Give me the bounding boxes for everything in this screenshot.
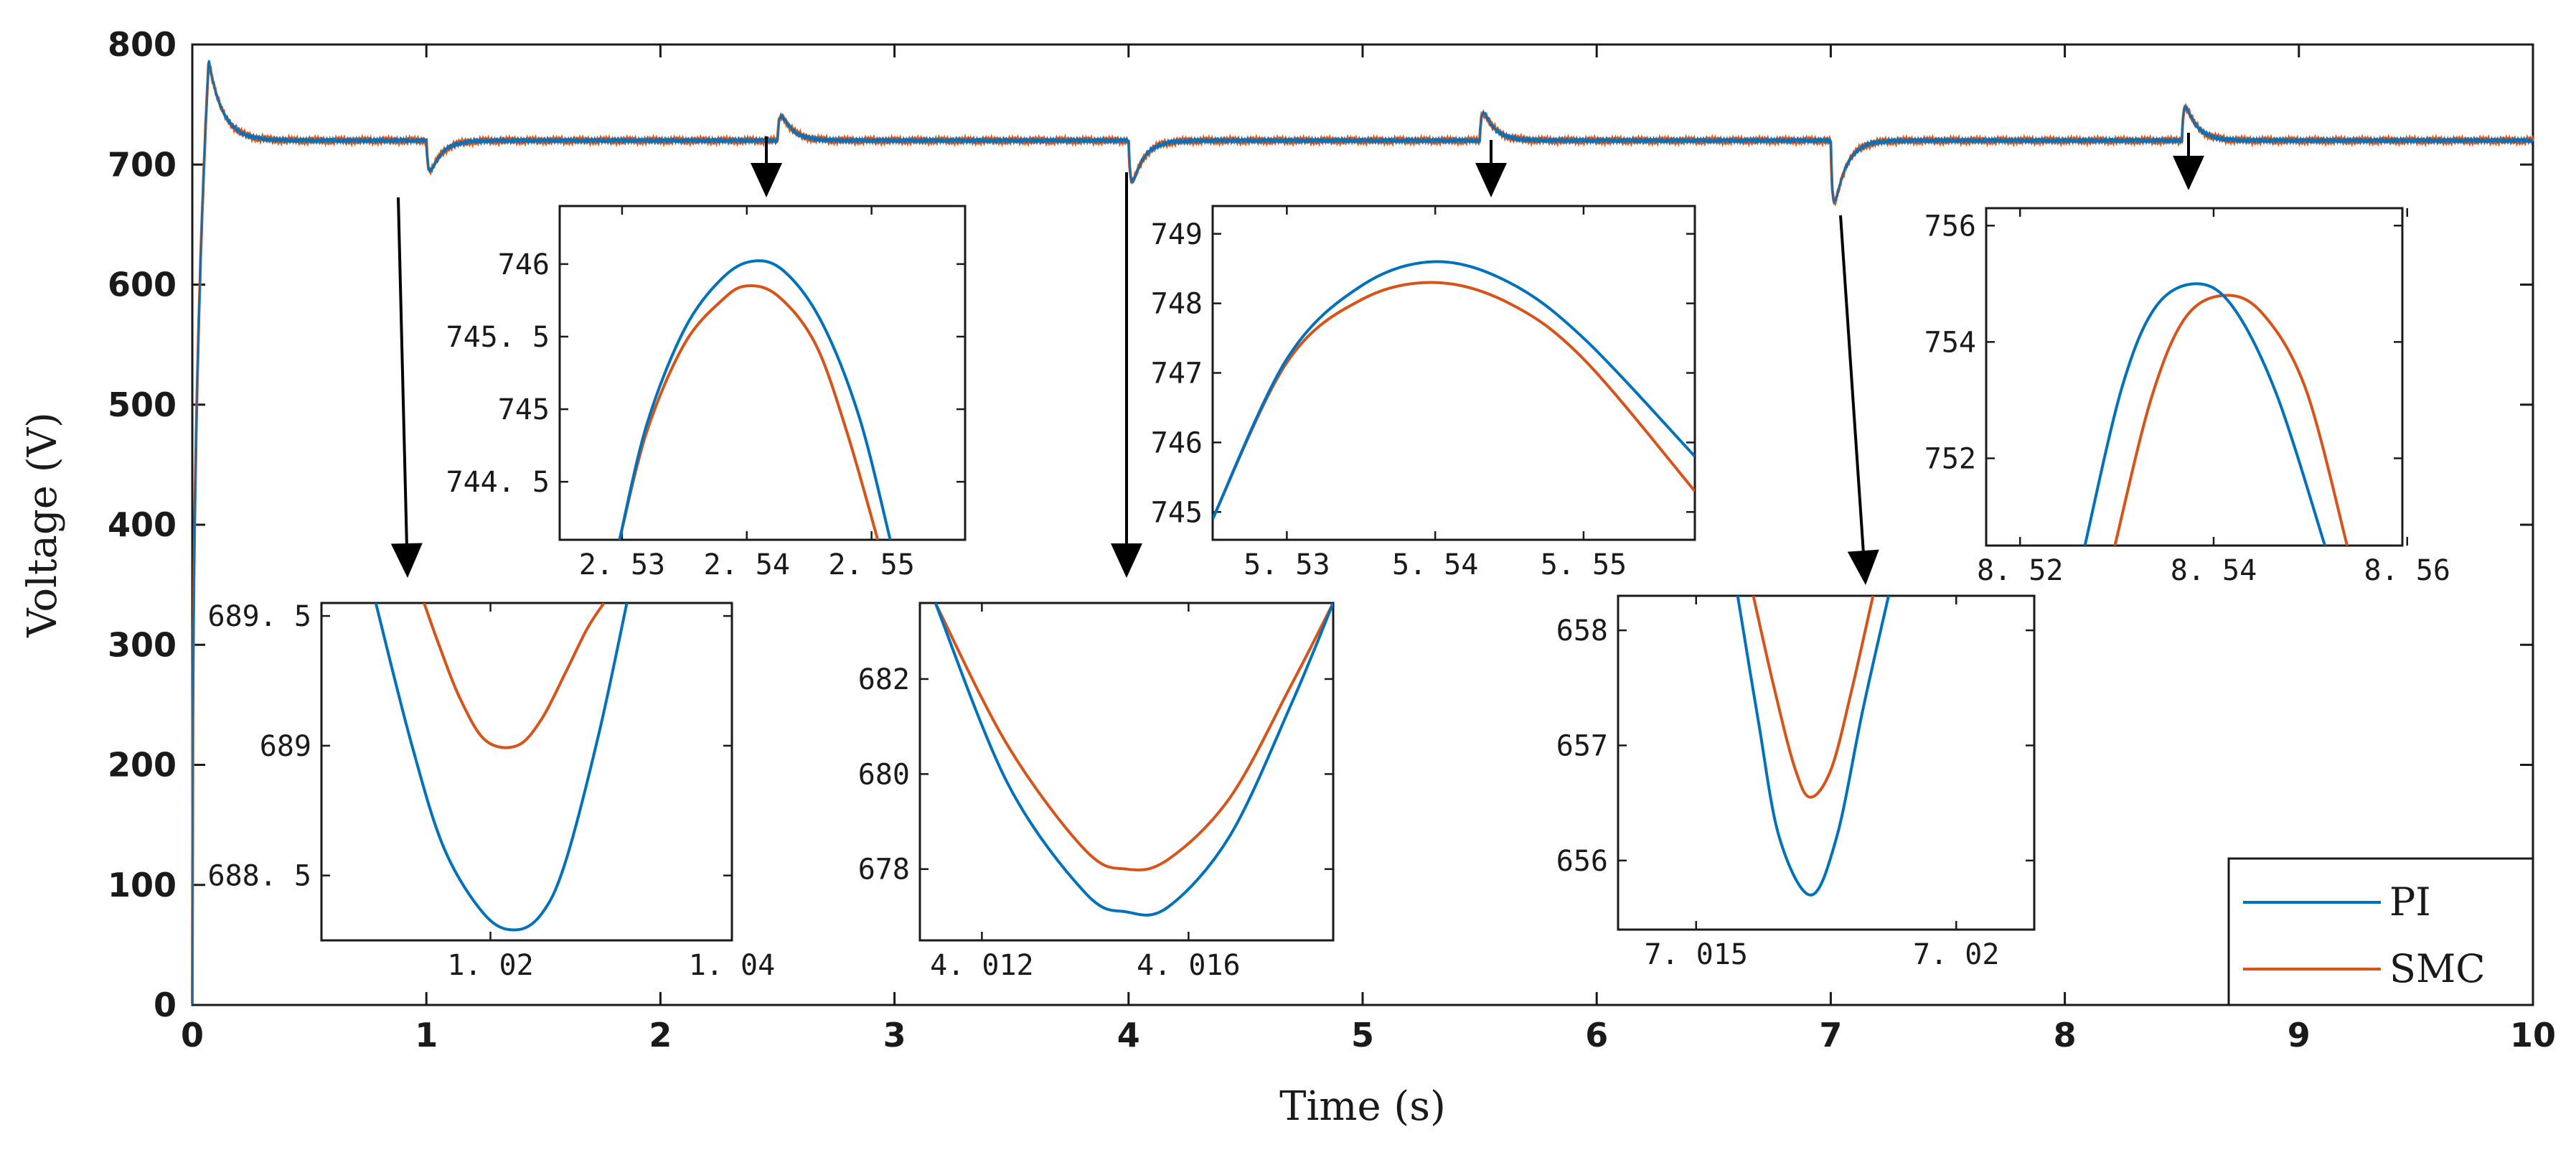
x-tick-label: 1	[415, 1016, 438, 1055]
y-tick-label: 800	[108, 25, 177, 64]
inset-frame	[320, 602, 733, 942]
x-tick-label: 3	[883, 1016, 906, 1055]
x-tick-label: 9	[2288, 1016, 2311, 1055]
inset-series-pi	[934, 603, 1333, 917]
inset-series-smc	[618, 284, 880, 540]
zoom-arrow-head	[1475, 163, 1507, 197]
legend-label-pi: PI	[2389, 879, 2431, 925]
inset-series-smc	[423, 603, 606, 749]
inset-zoom-7s: 7. 015 7. 02 656 657 658	[1556, 594, 2036, 971]
inset-zoom-5.5s: 5. 53 5. 54 5. 55 745 746 747 748 749	[1151, 205, 1696, 581]
inset-y-tick-label: 745	[1151, 496, 1203, 529]
zoom-arrow-shaft	[1839, 215, 1865, 551]
zoom-arrow-head	[2173, 156, 2204, 190]
inset-series-smc	[1752, 596, 1875, 799]
inset-x-tick-label: 2. 53	[579, 548, 665, 581]
zoom-arrow-shaft	[397, 197, 408, 544]
inset-x-tick-label: 4. 012	[930, 949, 1034, 982]
inset-series-smc	[934, 603, 1333, 871]
inset-x-tick-label: 1. 04	[689, 949, 775, 982]
inset-y-tick-label: 689. 5	[208, 600, 312, 633]
inset-y-tick-label: 689	[260, 730, 311, 763]
inset-y-tick-label: 754	[1924, 326, 1976, 359]
x-tick-label: 6	[1585, 1016, 1608, 1055]
inset-x-tick-label: 2. 54	[704, 548, 790, 581]
inset-y-tick-label: 749	[1151, 218, 1203, 251]
y-tick-label: 200	[108, 746, 177, 785]
inset-x-tick-label: 8. 52	[1977, 554, 2063, 587]
inset-y-tick-label: 752	[1924, 442, 1976, 475]
inset-series-pi	[2083, 282, 2327, 546]
inset-y-tick-label: 746	[1151, 426, 1203, 459]
inset-series-pi	[1736, 596, 1890, 897]
inset-y-tick-label: 748	[1151, 288, 1203, 321]
inset-series-pi	[374, 603, 629, 932]
inset-x-tick-label: 5. 53	[1244, 548, 1330, 581]
y-tick-label: 400	[108, 505, 177, 544]
inset-y-tick-label: 747	[1151, 357, 1203, 391]
y-tick-label: 300	[108, 625, 177, 664]
inset-frame	[1211, 205, 1696, 541]
zoom-arrow-head	[1847, 549, 1879, 585]
x-tick-label: 2	[649, 1016, 672, 1055]
inset-y-tick-label: 745	[498, 393, 550, 426]
zoom-insets: 1. 02 1. 04 688. 5 689 689. 5 2. 53 2. 54 2. 55…	[208, 205, 2450, 982]
inset-frame	[918, 602, 1335, 942]
y-tick-label: 600	[108, 266, 177, 304]
inset-x-tick-label: 7. 015	[1645, 938, 1749, 971]
inset-y-tick-label: 746	[498, 248, 550, 281]
y-tick-label: 100	[108, 866, 177, 904]
inset-y-tick-label: 744. 5	[446, 466, 550, 499]
main-series-pi	[191, 60, 2534, 1005]
inset-x-tick-label: 1. 02	[447, 949, 533, 982]
inset-x-tick-label: 7. 02	[1913, 938, 1999, 971]
inset-frame	[1617, 594, 2036, 931]
inset-zoom-1s: 1. 02 1. 04 688. 5 689 689. 5	[208, 600, 776, 982]
inset-y-tick-label: 658	[1556, 614, 1608, 647]
zoom-arrows	[390, 133, 2204, 585]
inset-series-pi	[618, 259, 892, 540]
inset-x-tick-label: 8. 56	[2364, 554, 2450, 587]
inset-y-tick-label: 657	[1556, 729, 1608, 762]
x-tick-label: 5	[1351, 1016, 1374, 1055]
inset-y-tick-label: 756	[1924, 210, 1976, 243]
y-tick-label: 500	[108, 385, 177, 424]
inset-zoom-2.5s: 2. 53 2. 54 2. 55 744. 5 745 745. 5 746	[446, 205, 967, 581]
inset-frame	[1985, 207, 2404, 547]
inset-y-tick-label: 688. 5	[208, 860, 312, 893]
inset-y-tick-label: 678	[858, 854, 910, 887]
inset-series-pi	[1213, 260, 1695, 520]
legend-box	[2227, 857, 2534, 1006]
zoom-arrow-head	[1111, 543, 1142, 578]
inset-y-tick-label: 656	[1556, 845, 1608, 878]
x-tick-label: 10	[2510, 1016, 2556, 1055]
zoom-arrow-head	[751, 163, 782, 197]
x-tick-label: 8	[2054, 1016, 2077, 1055]
y-tick-label: 0	[154, 986, 177, 1024]
inset-y-tick-label: 745. 5	[446, 321, 550, 354]
zoom-arrow-head	[390, 543, 423, 578]
y-axis-label: Voltage (V)	[19, 412, 66, 638]
legend-label-smc: SMC	[2389, 946, 2486, 991]
legend: PI SMC	[2227, 857, 2534, 1006]
x-tick-label: 7	[1819, 1016, 1842, 1055]
inset-zoom-8.5s: 8. 52 8. 54 8. 56 752 754 756	[1924, 207, 2450, 587]
inset-frame	[558, 205, 967, 541]
inset-x-tick-label: 8. 54	[2171, 554, 2257, 587]
inset-x-tick-label: 2. 55	[828, 548, 914, 581]
inset-x-tick-label: 4. 016	[1137, 949, 1241, 982]
x-tick-label: 4	[1117, 1016, 1140, 1055]
y-tick-label: 700	[108, 145, 177, 184]
inset-zoom-4s: 4. 012 4. 016 678 680 682	[858, 602, 1335, 982]
inset-y-tick-label: 680	[858, 758, 910, 791]
inset-x-tick-label: 5. 55	[1541, 548, 1627, 581]
x-axis-label: Time (s)	[1279, 1083, 1446, 1130]
inset-x-tick-label: 5. 54	[1392, 548, 1478, 581]
x-tick-label: 0	[181, 1016, 204, 1055]
inset-y-tick-label: 682	[858, 663, 910, 696]
